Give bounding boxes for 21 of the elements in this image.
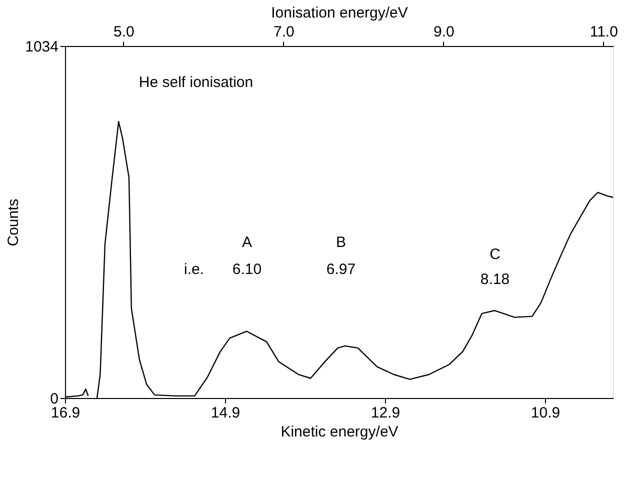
- x-tick-label: 16.9: [50, 404, 80, 422]
- x2-tick-label: 5.0: [113, 24, 134, 40]
- annotation: 8.18: [480, 271, 510, 288]
- annotation: He self ionisation: [138, 74, 254, 91]
- annotation: 6.10: [232, 261, 262, 278]
- y-tick-label: 0: [50, 390, 58, 408]
- annotation: A: [242, 234, 252, 251]
- x-axis-title: Kinetic energy/eV: [280, 424, 398, 440]
- x-tick-label: 14.9: [210, 404, 240, 422]
- x2-tick-label: 11.0: [590, 24, 618, 40]
- x-tick-label: 10.9: [530, 404, 560, 422]
- y-axis-title: Counts: [5, 198, 22, 246]
- x-tick-label: 12.9: [370, 404, 400, 422]
- annotation: 6.97: [326, 261, 356, 278]
- annotation: i.e.: [184, 261, 204, 278]
- x2-axis-title: Ionisation energy/eV: [271, 4, 408, 22]
- annotation: C: [490, 246, 501, 263]
- annotation: B: [336, 234, 346, 251]
- y-tick-label: 1034: [25, 38, 58, 56]
- x2-tick-label: 7.0: [273, 24, 294, 40]
- x2-tick-label: 9.0: [433, 24, 454, 40]
